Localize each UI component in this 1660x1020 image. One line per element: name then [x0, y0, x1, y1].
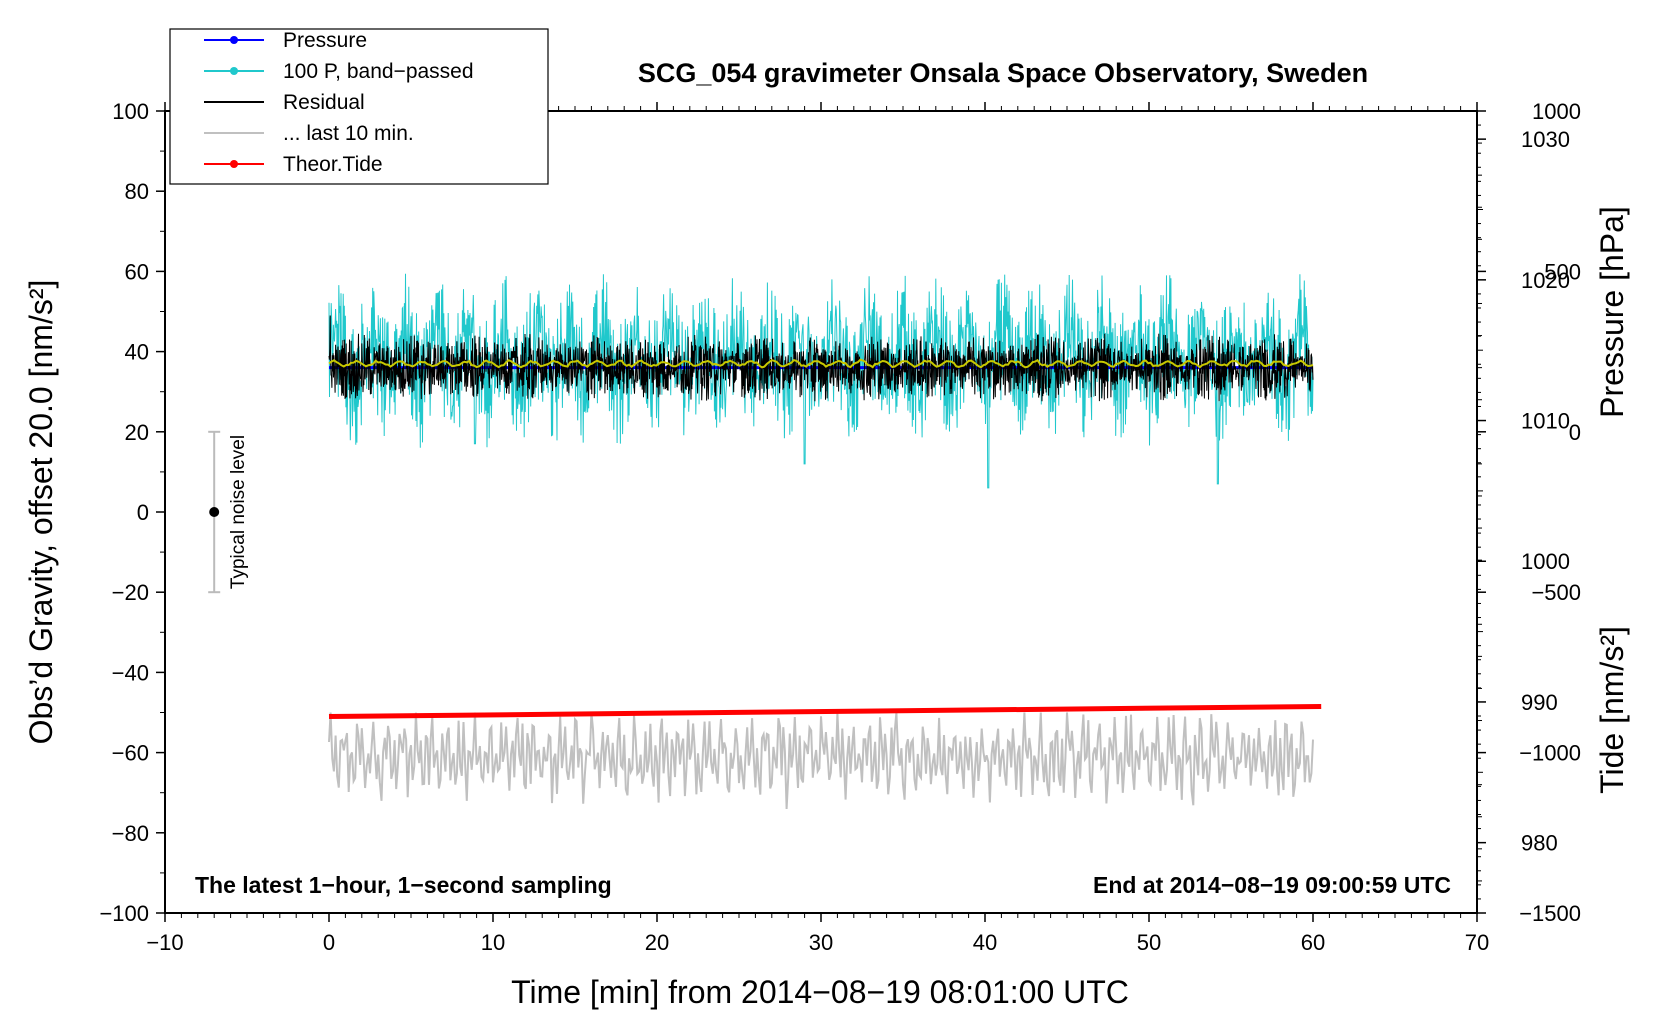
y-tick-label: 40	[125, 340, 149, 365]
tide-tick-label: −1500	[1519, 901, 1581, 926]
x-tick-label: 10	[481, 930, 505, 955]
x-tick-label: 20	[645, 930, 669, 955]
tide-tick-label: 0	[1569, 420, 1581, 445]
series-residual-smoothed	[328, 358, 1314, 369]
tide-tick-label: 1000	[1532, 99, 1581, 124]
y-tick-label: −40	[112, 660, 149, 685]
legend-label: 100 P, band−passed	[283, 60, 474, 83]
y-axis-pressure-title: Pressure [hPa]	[1594, 206, 1630, 418]
legend: Pressure 100 P, band−passed Residual ... la…	[169, 28, 549, 185]
y-tick-label: 0	[137, 500, 149, 525]
series-theoretical-tide	[328, 703, 1322, 720]
x-axis-title: Time [min] from 2014−08−19 08:01:00 UTC	[511, 974, 1129, 1010]
pressure-tick-label: 1030	[1521, 127, 1570, 152]
tide-tick-label: −500	[1531, 580, 1581, 605]
legend-label: Residual	[283, 91, 365, 114]
legend-label: Pressure	[283, 29, 367, 52]
x-tick-label: 0	[323, 930, 335, 955]
pressure-tick-label: 1000	[1521, 549, 1570, 574]
y-axis-tide: −1500 −1000 −500 0 500 1000	[1477, 99, 1581, 926]
sampling-note: The latest 1−hour, 1−second sampling	[195, 872, 612, 898]
end-time-note: End at 2014−08−19 09:00:59 UTC	[1093, 872, 1451, 898]
series-residual	[328, 315, 1314, 402]
x-tick-label: −10	[146, 930, 183, 955]
y-tick-label: 80	[125, 179, 149, 204]
x-tick-label: 50	[1137, 930, 1161, 955]
pressure-tick-label: 990	[1521, 690, 1558, 715]
y-tick-label: 60	[125, 259, 149, 284]
y-tick-label: −100	[99, 901, 149, 926]
x-tick-label: 70	[1465, 930, 1489, 955]
chart-title: SCG_054 gravimeter Onsala Space Observat…	[638, 58, 1368, 88]
x-tick-label: 40	[973, 930, 997, 955]
pressure-tick-label: 1020	[1521, 268, 1570, 293]
noise-level-label: Typical noise level	[228, 435, 249, 589]
y-axis-pressure: 980 990 1000 1010 1020 1030	[1477, 110, 1570, 900]
legend-box	[169, 28, 549, 185]
legend-label: Theor.Tide	[283, 153, 383, 176]
x-axis: −10 0 10 20 30 40 50 60 70	[146, 102, 1489, 955]
legend-marker	[230, 67, 238, 75]
pressure-tick-label: 980	[1521, 831, 1558, 856]
y-tick-label: 20	[125, 420, 149, 445]
x-tick-label: 60	[1301, 930, 1325, 955]
pressure-tick-label: 1010	[1521, 409, 1570, 434]
legend-marker	[230, 160, 238, 168]
y-axis-tide-title: Tide [nm/s²]	[1594, 626, 1630, 794]
x-tick-label: 30	[809, 930, 833, 955]
y-axis-left: −100 −80 −60 −40 −20 0 20 40 60 80 100	[99, 99, 165, 926]
y-tick-label: −60	[112, 741, 149, 766]
y-tick-label: 100	[112, 99, 149, 124]
y-tick-label: −80	[112, 821, 149, 846]
legend-marker	[230, 36, 238, 44]
series-band-passed-pressure	[328, 273, 1314, 489]
y-tick-label: −20	[112, 580, 149, 605]
y-axis-left-title: Obs’d Gravity, offset 20.0 [nm/s²]	[23, 280, 59, 745]
tide-tick-label: 500	[1544, 259, 1581, 284]
noise-level-marker: Typical noise level	[208, 430, 249, 594]
legend-label: ... last 10 min.	[283, 122, 414, 145]
series-layer	[328, 273, 1322, 810]
noise-level-dot	[209, 507, 220, 517]
tide-tick-label: −1000	[1519, 741, 1581, 766]
series-last-10-min	[328, 712, 1314, 810]
